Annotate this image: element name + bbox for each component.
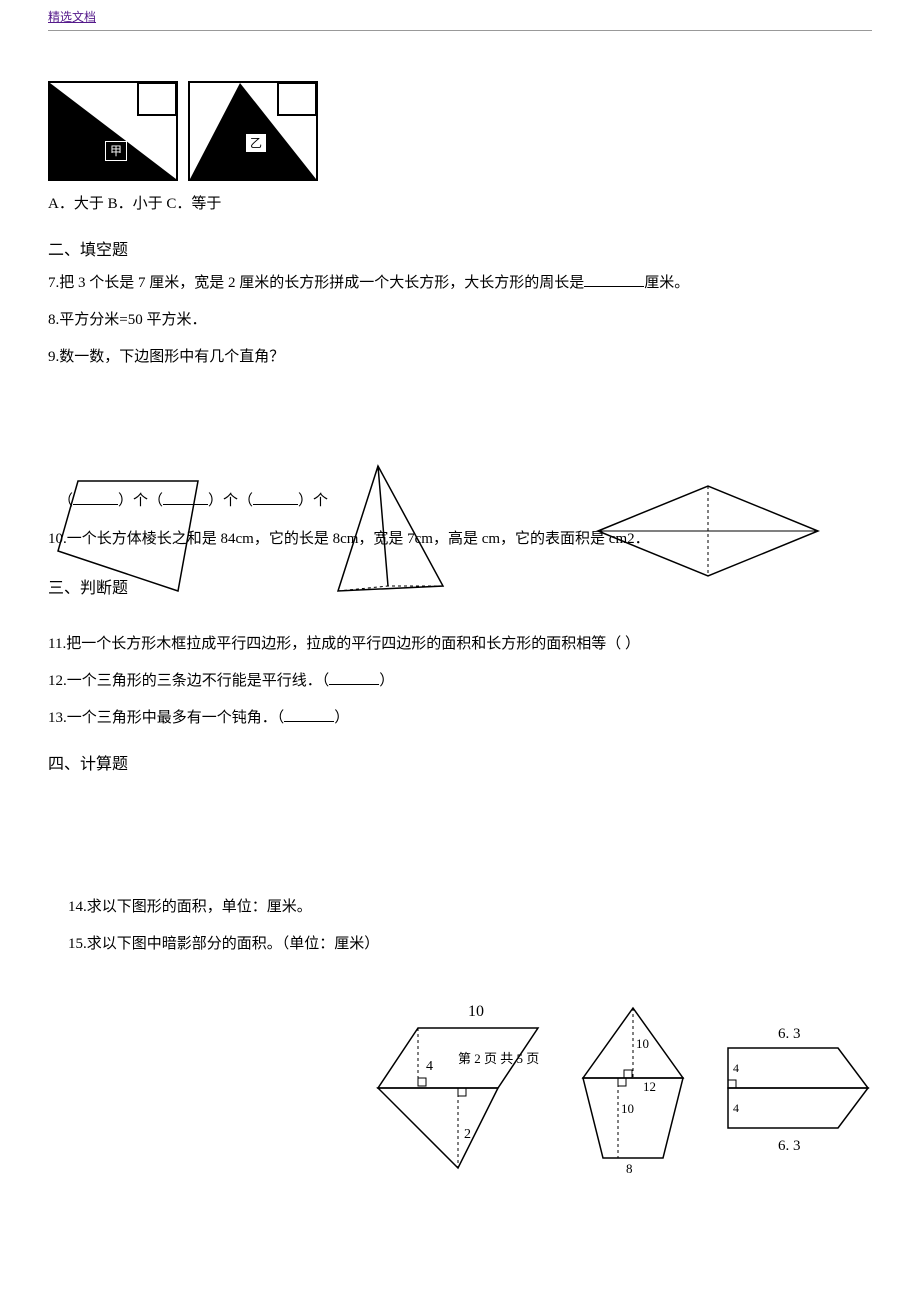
footer-figures: 10 4 2 第 2 页 共 5 页 10 12 10 8 6. 3 4 4	[48, 998, 872, 1198]
f1-label-10: 10	[468, 1003, 484, 1020]
q9-p1: （	[58, 493, 73, 509]
question-options: A．大于 B．小于 C．等于	[48, 191, 872, 218]
q9-blank-2	[163, 490, 208, 505]
question-10: 10.一个长方体棱长之和是 84cm，它的长是 8cm，宽是 7cm，高是 cm…	[48, 526, 768, 553]
footer-fig-3: 6. 3 4 4 6. 3	[698, 1008, 878, 1178]
q9-blank-1	[73, 490, 118, 505]
geometry-row: （ ）个（ ）个（ ）个 10.一个长方体棱长之和是 84cm，它的长是 8cm，宽是…	[48, 461, 872, 621]
label-jia: 甲	[105, 141, 127, 161]
q12-suffix: ）	[379, 673, 394, 689]
figure-row-triangles: 甲 乙	[48, 81, 872, 181]
q13-blank	[284, 707, 334, 722]
document-body: 甲 乙 A．大于 B．小于 C．等于 二、填空题 7.把 3 个长是 7 厘米，…	[0, 31, 920, 1238]
q7-blank	[584, 272, 644, 287]
q9-blank-3	[253, 490, 298, 505]
question-9: 9.数一数，下边图形中有几个直角？	[48, 344, 872, 371]
page-number: 第 2 页 共 5 页	[458, 1048, 539, 1067]
q7-suffix: 厘米。	[644, 275, 689, 291]
question-12: 12.一个三角形的三条边不行能是平行线．（ ）	[48, 668, 872, 695]
question-7: 7.把 3 个长是 7 厘米，宽是 2 厘米的长方形拼成一个大长方形，大长方形的…	[48, 270, 872, 297]
figure-yi: 乙	[188, 81, 318, 181]
q9-p2: ）个（	[118, 493, 163, 509]
f2-label-t: 10	[636, 1036, 649, 1051]
figure-jia: 甲	[48, 81, 178, 181]
q9-p4: ）个	[298, 493, 328, 509]
footer-fig-1: 10 4 2	[368, 998, 568, 1178]
question-8: 8.平方分米=50 平方米．	[48, 307, 872, 334]
f1-label-4: 4	[426, 1059, 433, 1074]
q13-prefix: 13.一个三角形中最多有一个钝角．（	[48, 710, 284, 726]
spacer-2	[48, 784, 872, 884]
q12-prefix: 12.一个三角形的三条边不行能是平行线．（	[48, 673, 329, 689]
f3-label-t: 6. 3	[778, 1026, 801, 1042]
f2-label-m: 12	[643, 1079, 656, 1094]
f3-label-m1: 4	[733, 1061, 739, 1075]
question-11: 11.把一个长方形木框拉成平行四边形，拉成的平行四边形的面积和长方形的面积相等（…	[48, 631, 872, 658]
section-2-title: 二、填空题	[48, 236, 872, 260]
f1-label-2: 2	[464, 1127, 471, 1142]
question-14: 14.求以下图形的面积，单位：厘米。	[68, 894, 872, 921]
f3-label-b: 6. 3	[778, 1138, 801, 1154]
q12-blank	[329, 670, 379, 685]
q9-blanks-row: （ ）个（ ）个（ ）个	[58, 489, 328, 510]
header-link[interactable]: 精选文档	[48, 8, 96, 25]
f2-label-m2: 10	[621, 1101, 634, 1116]
footer-fig-2: 10 12 10 8	[568, 998, 698, 1178]
spacer	[48, 381, 872, 461]
f2-label-b: 8	[626, 1161, 633, 1176]
q7-prefix: 7.把 3 个长是 7 厘米，宽是 2 厘米的长方形拼成一个大长方形，大长方形的…	[48, 275, 584, 291]
label-yi: 乙	[245, 133, 267, 153]
f3-label-m2: 4	[733, 1101, 739, 1115]
question-13: 13.一个三角形中最多有一个钝角．（ ）	[48, 705, 872, 732]
question-15: 15.求以下图中暗影部分的面积。（单位：厘米）	[68, 931, 872, 958]
section-4-title: 四、计算题	[48, 750, 872, 774]
q13-suffix: ）	[334, 710, 349, 726]
section-3-title: 三、判断题	[48, 574, 128, 598]
q9-p3: ）个（	[208, 493, 253, 509]
